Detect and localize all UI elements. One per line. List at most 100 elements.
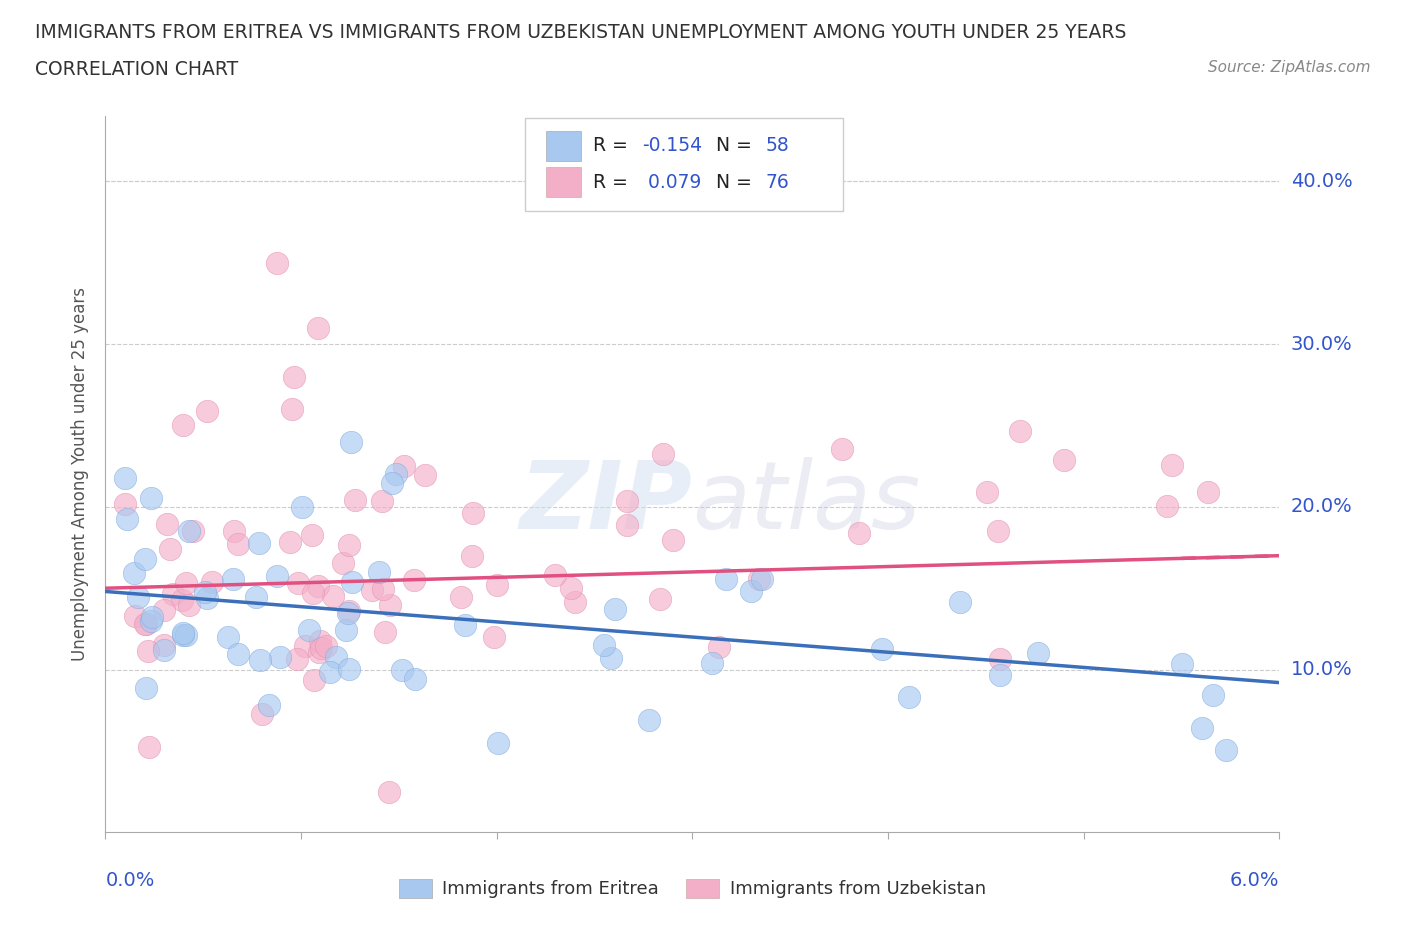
Point — [153, 643, 176, 658]
Point — [307, 320, 329, 335]
Y-axis label: Unemployment Among Youth under 25 years: Unemployment Among Youth under 25 years — [72, 287, 90, 661]
Text: 76: 76 — [765, 173, 789, 192]
Text: ZIP: ZIP — [520, 457, 693, 549]
Point — [114, 497, 136, 512]
Text: 40.0%: 40.0% — [1291, 172, 1353, 191]
Point — [245, 590, 267, 604]
Point — [139, 613, 162, 628]
Point — [603, 602, 626, 617]
Point — [593, 637, 616, 652]
Point — [159, 542, 181, 557]
Point — [135, 617, 157, 631]
Point — [127, 590, 149, 604]
Point — [139, 491, 162, 506]
Point — [172, 628, 194, 643]
Point — [249, 653, 271, 668]
Point — [134, 617, 156, 631]
Point — [560, 580, 582, 595]
Point — [463, 505, 485, 520]
Point — [337, 662, 360, 677]
Point — [322, 589, 344, 604]
Point — [194, 585, 217, 600]
Point — [335, 622, 357, 637]
Point — [340, 434, 363, 449]
Text: -0.154: -0.154 — [643, 136, 702, 155]
Point — [748, 572, 770, 587]
Point — [325, 649, 347, 664]
Point — [394, 458, 416, 473]
Point — [247, 536, 270, 551]
Point — [616, 494, 638, 509]
Point — [170, 593, 193, 608]
Point — [257, 698, 280, 712]
Point — [228, 537, 250, 551]
Point — [714, 572, 737, 587]
Point — [1156, 498, 1178, 513]
Point — [162, 587, 184, 602]
Point — [402, 573, 425, 588]
Point — [988, 652, 1011, 667]
Point — [201, 574, 224, 589]
Point — [485, 578, 508, 592]
Point — [291, 499, 314, 514]
Text: CORRELATION CHART: CORRELATION CHART — [35, 60, 239, 79]
Point — [702, 656, 724, 671]
Text: 0.0%: 0.0% — [105, 871, 155, 890]
Point — [404, 671, 426, 686]
Text: 58: 58 — [765, 136, 789, 155]
Point — [368, 565, 391, 579]
Text: atlas: atlas — [693, 458, 921, 549]
Point — [378, 784, 401, 799]
Point — [285, 652, 308, 667]
Point — [318, 665, 340, 680]
Point — [461, 549, 484, 564]
Point — [344, 493, 367, 508]
Point — [287, 576, 309, 591]
Point — [374, 624, 396, 639]
Point — [115, 512, 138, 526]
Text: 20.0%: 20.0% — [1291, 498, 1353, 516]
Point — [371, 581, 394, 596]
Point — [337, 604, 360, 618]
Point — [600, 651, 623, 666]
Point — [153, 637, 176, 652]
Point — [707, 639, 730, 654]
Point — [987, 524, 1010, 538]
Point — [174, 627, 197, 642]
Point — [172, 626, 194, 641]
Point — [381, 475, 404, 490]
Point — [638, 712, 661, 727]
Point — [278, 535, 301, 550]
Point — [661, 533, 683, 548]
Point — [1170, 656, 1192, 671]
Point — [340, 575, 363, 590]
Point — [283, 369, 305, 384]
Point — [391, 662, 413, 677]
Point — [179, 524, 201, 538]
Point — [751, 571, 773, 586]
Point — [250, 707, 273, 722]
Point — [141, 610, 163, 625]
Point — [174, 576, 197, 591]
Text: 6.0%: 6.0% — [1230, 871, 1279, 890]
Text: N =: N = — [716, 173, 758, 192]
Point — [360, 583, 382, 598]
Point — [172, 418, 194, 433]
Point — [564, 595, 586, 610]
Point — [848, 525, 870, 540]
Point — [307, 578, 329, 593]
Text: N =: N = — [716, 136, 758, 155]
Point — [1197, 485, 1219, 499]
Point — [226, 646, 249, 661]
Point — [1008, 423, 1031, 438]
FancyBboxPatch shape — [524, 118, 842, 211]
Point — [294, 638, 316, 653]
Point — [339, 538, 361, 552]
Point — [453, 618, 475, 632]
Point — [309, 640, 332, 655]
Point — [138, 739, 160, 754]
Point — [1202, 687, 1225, 702]
Point — [315, 639, 337, 654]
Point — [181, 524, 204, 538]
Point — [222, 571, 245, 586]
